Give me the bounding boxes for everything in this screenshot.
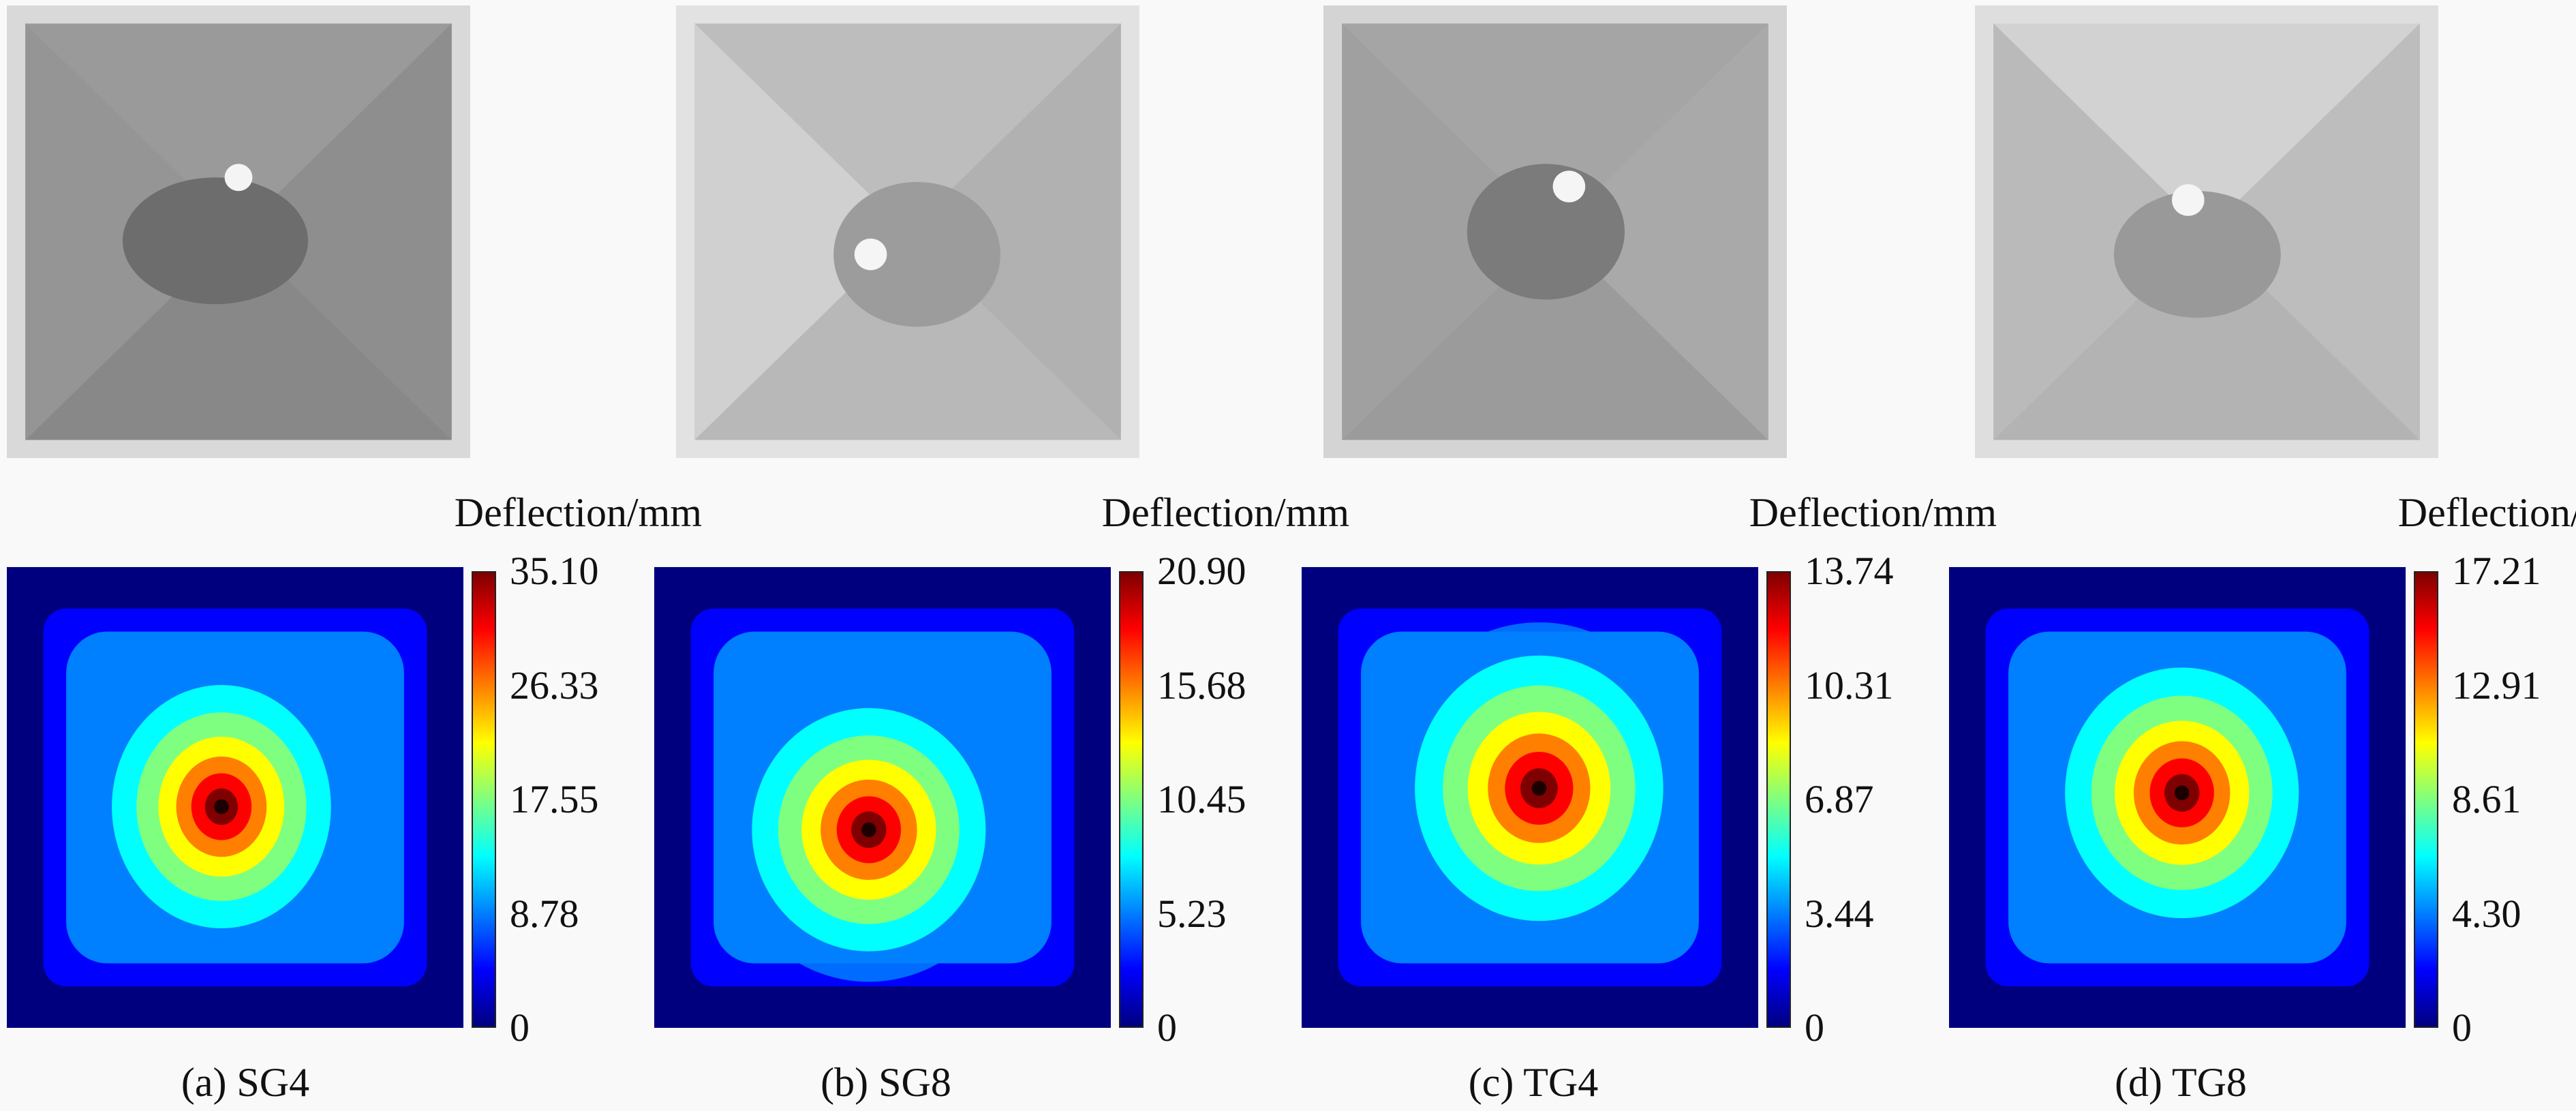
colorbar-tick-label: 8.78: [510, 892, 579, 936]
colorbar-tick-label: 17.55: [510, 777, 599, 821]
panel-caption: (b) SG8: [821, 1060, 951, 1105]
colorbar-tick-label: 35.10: [510, 549, 599, 593]
specimen-photo: [1975, 5, 2438, 458]
panel-tg8: Deflection/mm 17.21 12.91 8.61 4.30 0 (d…: [1942, 0, 2576, 1111]
deflection-heatmap: [1302, 567, 1758, 1028]
colorbar-title: Deflection/mm: [1749, 490, 1997, 535]
colorbar: [1766, 571, 1791, 1028]
panel-tg4: Deflection/mm 13.74 10.31 6.87 3.44 0 (c…: [1295, 0, 1997, 1111]
colorbar-tick-label: 5.23: [1157, 892, 1227, 936]
colorbar-tick-label: 0: [2452, 1005, 2472, 1050]
colorbar-tick-label: 13.74: [1805, 549, 1894, 593]
colorbar-tick-label: 4.30: [2452, 892, 2521, 936]
colorbar-tick-label: 12.91: [2452, 663, 2541, 707]
colorbar-tick-label: 10.31: [1805, 663, 1894, 707]
panel-caption: (a) SG4: [181, 1060, 310, 1105]
colorbar-tick-label: 15.68: [1157, 663, 1246, 707]
panel-caption: (c) TG4: [1468, 1060, 1599, 1105]
colorbar-tick-label: 3.44: [1805, 892, 1874, 936]
specimen-photo: [676, 5, 1139, 458]
colorbar-title: Deflection/mm: [2397, 490, 2576, 535]
colorbar-tick-label: 26.33: [510, 663, 599, 707]
colorbar-tick-label: 0: [1157, 1005, 1177, 1050]
deflection-heatmap: [7, 567, 463, 1028]
panel-caption: (d) TG8: [2115, 1060, 2247, 1105]
colorbar: [472, 571, 496, 1028]
colorbar-tick-label: 0: [510, 1005, 530, 1050]
deflection-heatmap: [1949, 567, 2406, 1028]
colorbar-tick-label: 17.21: [2452, 549, 2541, 593]
heatmap-peak: [2174, 785, 2190, 801]
heatmap-peak: [1531, 780, 1547, 796]
colorbar-tick-label: 10.45: [1157, 777, 1246, 821]
heatmap-peak: [214, 799, 229, 815]
colorbar-title: Deflection/mm: [454, 490, 702, 535]
colorbar-tick-label: 0: [1805, 1005, 1824, 1050]
colorbar-tick-label: 20.90: [1157, 549, 1246, 593]
deflection-heatmap: [654, 567, 1111, 1028]
colorbar: [2414, 571, 2438, 1028]
heatmap-peak: [861, 822, 876, 838]
specimen-photo: [1323, 5, 1787, 458]
colorbar-tick-label: 8.61: [2452, 777, 2521, 821]
colorbar: [1119, 571, 1144, 1028]
colorbar-title: Deflection/mm: [1101, 490, 1349, 535]
specimen-photo: [7, 5, 470, 458]
colorbar-tick-label: 6.87: [1805, 777, 1874, 821]
panel-sg4: Deflection/mm 35.10 26.33 17.55 8.78 0 (…: [0, 0, 702, 1111]
panel-sg8: Deflection/mm 20.90 15.68 10.45 5.23 0 (…: [647, 0, 1349, 1111]
